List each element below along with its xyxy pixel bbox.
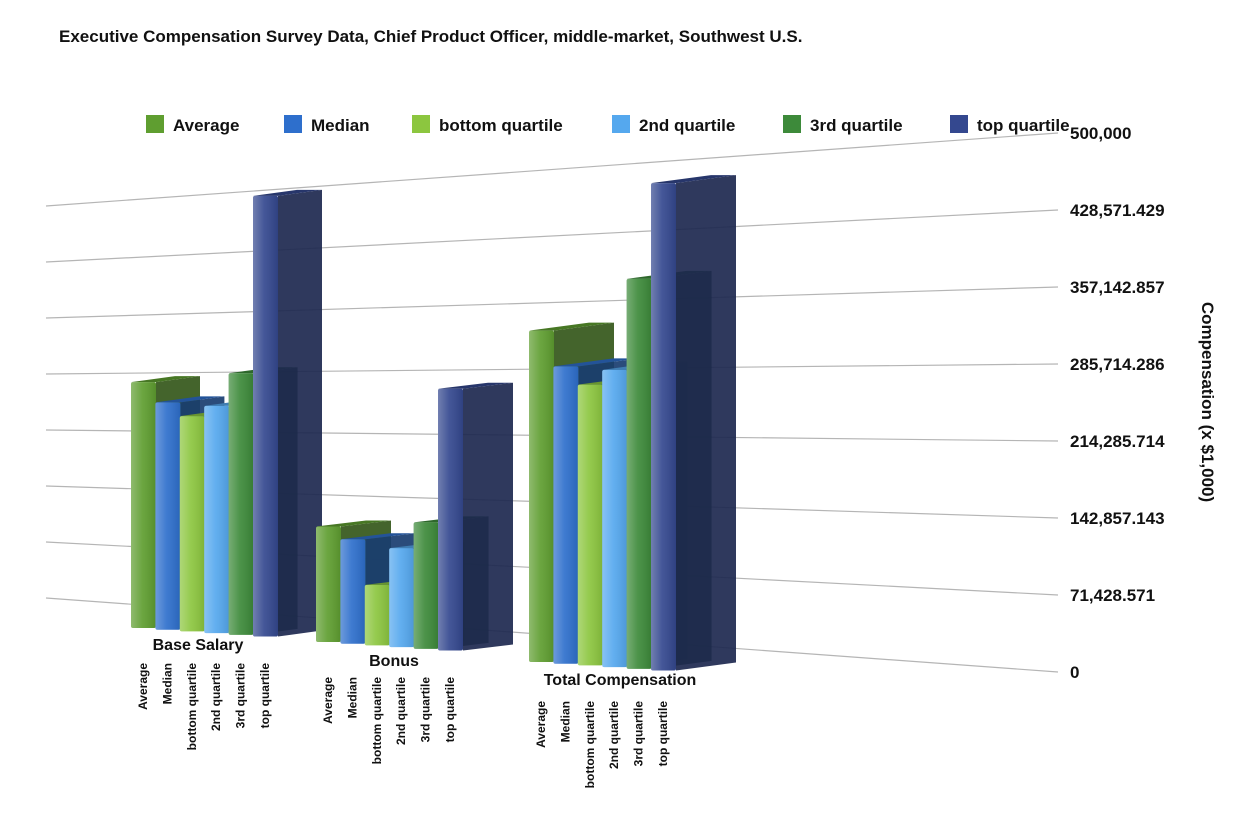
bar-highlight: [577, 384, 603, 666]
bar-top: [553, 358, 639, 367]
legend-label: Average: [173, 116, 239, 135]
legend-label: top quartile: [977, 116, 1070, 135]
bar-highlight: [651, 183, 676, 671]
bar-highlight: [253, 195, 278, 637]
legend-swatch: [412, 115, 430, 133]
bar-highlight: [316, 526, 341, 642]
bar-highlight: [553, 366, 579, 664]
category-label: 3rd quartile: [234, 663, 248, 729]
legend-label: Median: [311, 116, 370, 135]
legend-swatch: [612, 115, 630, 133]
bar-highlight: [389, 548, 415, 648]
bar-highlight: [626, 278, 652, 669]
gridline: [45, 132, 1059, 207]
y-axis-title: Compensation (x $1,000): [1198, 302, 1217, 502]
gridline: [45, 286, 1059, 319]
y-tick-label: 428,571.429: [1070, 201, 1165, 220]
bar-highlight: [413, 522, 439, 649]
category-label: bottom quartile: [185, 663, 199, 751]
y-tick-label: 71,428.571: [1070, 586, 1155, 605]
y-tick-label: 214,285.714: [1070, 432, 1165, 451]
bar-highlight: [131, 382, 156, 628]
bar-highlight: [340, 539, 366, 644]
legend-swatch: [146, 115, 164, 133]
bar-highlight: [204, 405, 230, 634]
bar-highlight: [179, 416, 205, 632]
bar-highlight: [438, 388, 463, 651]
bar-highlight: [529, 330, 554, 662]
category-label: 2nd quartile: [209, 663, 223, 731]
chart-title: Executive Compensation Survey Data, Chie…: [59, 27, 802, 46]
y-tick-label: 0: [1070, 663, 1079, 682]
bar-top: [529, 322, 614, 331]
bar-side: [463, 382, 513, 651]
category-label: top quartile: [656, 701, 670, 767]
bar-top: [316, 520, 391, 527]
bar-side: [278, 189, 322, 637]
y-axis-ticks: 0 71,428.571 142,857.143 214,285.714 285,714…: [1070, 124, 1165, 682]
category-label: Median: [558, 701, 572, 742]
category-label: Average: [534, 701, 548, 748]
bar-side: [676, 175, 736, 671]
legend-swatch: [950, 115, 968, 133]
category-label: 3rd quartile: [632, 701, 646, 767]
bar-highlight: [155, 402, 181, 630]
y-tick-label: 500,000: [1070, 124, 1131, 143]
category-label: Average: [321, 677, 335, 724]
y-tick-label: 142,857.143: [1070, 509, 1165, 528]
bar-highlight: [364, 584, 390, 646]
group-label: Total Compensation: [544, 672, 697, 689]
category-label: 2nd quartile: [394, 677, 408, 745]
category-label: top quartile: [443, 677, 457, 743]
legend-label: 2nd quartile: [639, 116, 735, 135]
category-label: Median: [160, 663, 174, 704]
category-label: Average: [136, 663, 150, 710]
legend-swatch: [783, 115, 801, 133]
bars: [131, 175, 736, 671]
legend-swatch: [284, 115, 302, 133]
group-label: Bonus: [369, 653, 419, 670]
legend: Average Median bottom quartile 2nd quartile…: [146, 115, 1070, 135]
category-label: bottom quartile: [583, 701, 597, 789]
category-label: 2nd quartile: [607, 701, 621, 769]
gridline: [45, 209, 1059, 263]
bar-top: [438, 382, 513, 389]
bar-top: [155, 396, 225, 403]
category-label: top quartile: [258, 663, 272, 729]
bar-highlight: [602, 369, 628, 668]
bar-top: [131, 376, 200, 383]
category-label: Median: [345, 677, 359, 718]
bar-top: [253, 189, 322, 196]
group-label: Base Salary: [153, 637, 244, 654]
category-label: bottom quartile: [370, 677, 384, 765]
y-tick-label: 285,714.286: [1070, 355, 1165, 374]
bar-top: [340, 533, 416, 540]
legend-label: 3rd quartile: [810, 116, 903, 135]
category-label: 3rd quartile: [419, 677, 433, 743]
bar-top: [651, 175, 736, 184]
bar-highlight: [228, 373, 254, 635]
y-tick-label: 357,142.857: [1070, 278, 1165, 297]
legend-label: bottom quartile: [439, 116, 563, 135]
